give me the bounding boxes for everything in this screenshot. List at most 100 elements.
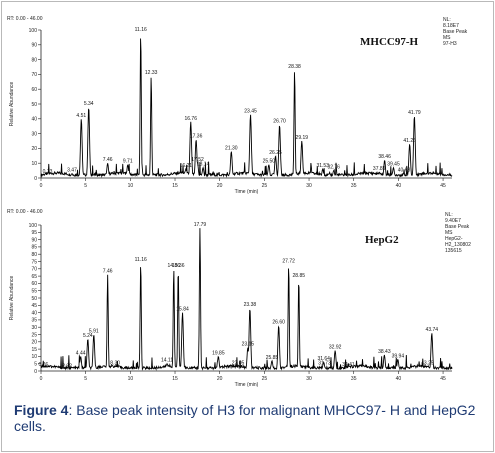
chart-1-title: MHCC97-H [360,36,419,48]
peak-label: 5.91 [89,329,99,335]
peak-label: 17.36 [190,134,203,140]
y-tick-label: 80 [31,57,37,63]
peak-label: 23.15 [242,342,255,348]
chart-2-title: HepG2 [365,234,399,246]
figure-caption: Figure 4: Base peak intensity of H3 for … [14,402,484,434]
peak-label: 7.46 [103,157,113,163]
y-tick-label: 55 [31,289,37,295]
x-tick-label: 40 [396,183,402,189]
peak-label: 4.51 [76,113,86,119]
peak-label: 32.76 [327,165,340,171]
peak-label: 29.19 [296,135,309,141]
peak-label: 39.94 [392,353,405,359]
peak-label: 43.25 [421,361,434,367]
y-tick-label: 5 [34,362,37,368]
peak-label: 12.33 [145,70,158,76]
peak-label: 5.24 [83,333,93,339]
peak-label: 16.76 [184,116,197,122]
x-tick-label: 15 [172,376,178,382]
peak-label: 0.73 [43,169,53,175]
figure-label: Figure 4 [14,402,69,418]
peak-label: 37.85 [373,166,386,172]
peak-label: 31.73 [318,361,331,367]
x-tick-label: 45 [440,376,446,382]
x-tick-label: 25 [262,376,268,382]
y-tick-label: 10 [31,161,37,167]
peak-label: 31.64 [317,356,330,362]
y-tick-label: 70 [31,72,37,78]
peak-label: 23.45 [244,108,257,114]
peak-label: 17.52 [191,157,204,163]
chart-2-meta: NL: 9.40E7 Base Peak MS HepG2- H2_130802… [445,212,471,254]
x-tick-label: 20 [217,183,223,189]
x-tick-label: 35 [351,376,357,382]
y-tick-label: 90 [31,43,37,49]
peak-label: 17.79 [194,222,207,228]
y-tick-label: 50 [31,102,37,108]
y-tick-label: 80 [31,252,37,258]
y-axis-label: Relative Abundance [9,276,15,321]
y-tick-label: 15 [31,347,37,353]
peak-label: 11.16 [135,257,147,263]
peak-label: 28.85 [293,273,306,279]
x-tick-label: 35 [351,183,357,189]
y-tick-label: 70 [31,267,37,273]
y-tick-label: 20 [31,146,37,152]
peak-label: 0.26 [38,362,48,368]
peak-label: 25.50 [263,159,276,165]
peak-label: 9.71 [123,159,133,165]
caption-text: : Base peak intensity of H3 for malignan… [14,402,476,434]
y-tick-label: 40 [31,310,37,316]
x-tick-label: 30 [306,183,312,189]
peak-label: 40.63 [398,168,411,174]
chart-2-range-label: RT: 0.00 - 46.00 [7,209,43,215]
y-tick-label: 40 [31,117,37,123]
y-tick-label: 100 [29,223,38,229]
chromatogram-trace [40,38,453,178]
y-tick-label: 90 [31,237,37,243]
peak-label: 41.26 [403,138,416,144]
x-tick-label: 30 [306,376,312,382]
peak-label: 22.05 [232,361,245,367]
peak-label: 16.21 [180,163,193,169]
y-tick-label: 35 [31,318,37,324]
peak-label: 11.16 [135,27,147,33]
peak-label: 21.30 [225,145,238,151]
peak-label: 26.70 [273,119,286,125]
peak-label: 15.36 [172,263,185,269]
y-tick-label: 60 [31,87,37,93]
x-tick-label: 5 [84,376,87,382]
peak-label: 28.38 [288,64,301,70]
x-tick-label: 0 [40,183,43,189]
peak-label: 15.84 [176,307,189,313]
peak-label: 26.25 [269,150,282,156]
y-tick-label: 0 [34,369,37,375]
peak-label: 26.60 [272,320,285,326]
x-tick-label: 10 [128,376,134,382]
y-tick-label: 85 [31,245,37,251]
x-tick-label: 0 [40,376,43,382]
y-tick-label: 25 [31,332,37,338]
peak-label: 2.92 [62,364,72,370]
peak-label: 32.92 [329,345,342,351]
x-tick-label: 10 [128,183,134,189]
peak-label: 4.44 [76,350,86,356]
x-tick-label: 15 [172,183,178,189]
y-tick-label: 95 [31,230,37,236]
y-tick-label: 30 [31,131,37,137]
y-tick-label: 20 [31,340,37,346]
x-axis-label: Time (min) [235,382,259,388]
y-tick-label: 10 [31,354,37,360]
peak-label: 39.45 [387,162,400,168]
peak-label: 31.53 [316,163,329,169]
peak-label: 38.43 [378,349,391,355]
peak-label: 23.38 [244,302,257,308]
chart-1: 0 10 20 30 40 50 60 70 80 90 100 0 5 10 15 20 25 30 35 40 45… [9,27,453,195]
y-axis-label: Relative Abundance [9,82,15,127]
peak-label: 41.79 [408,110,421,116]
peak-label: 18.14 [197,162,210,168]
peak-label: 14.11 [161,358,173,364]
peak-label: 19.85 [212,350,225,356]
x-axis-label: Time (min) [235,189,259,195]
